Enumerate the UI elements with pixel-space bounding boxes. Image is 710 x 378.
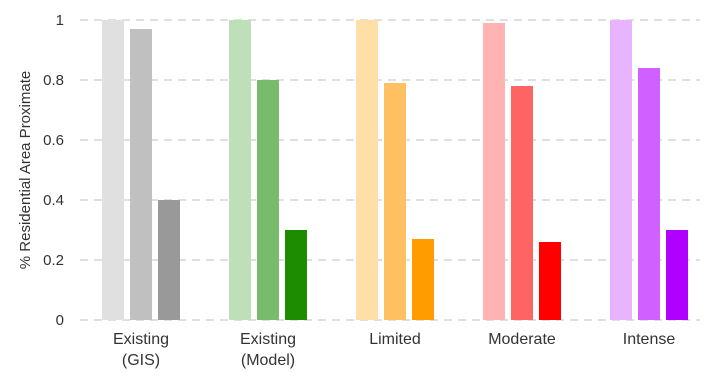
y-axis-label: % Residential Area Proximate — [17, 71, 34, 269]
bar — [158, 200, 180, 320]
x-tick-label: Existing — [240, 331, 296, 348]
bar — [356, 20, 378, 320]
bar — [511, 86, 533, 320]
y-tick-label: 0.6 — [43, 132, 64, 149]
y-tick-label: 0.2 — [43, 252, 64, 269]
bar — [412, 239, 434, 320]
bar — [229, 20, 251, 320]
x-axis-labels: Existing (GIS) Existing (Model) Limited Moder… — [113, 331, 675, 369]
bar — [130, 29, 152, 320]
bar — [666, 230, 688, 320]
bar — [257, 80, 279, 320]
x-tick-label: (GIS) — [122, 352, 160, 369]
y-tick-label: 0.8 — [43, 72, 64, 89]
x-tick-label: Existing — [113, 331, 169, 348]
x-tick-label: (Model) — [241, 352, 295, 369]
bar — [285, 230, 307, 320]
bar — [539, 242, 561, 320]
y-tick-label: 0.4 — [43, 192, 64, 209]
bars — [102, 20, 688, 320]
y-tick-label: 0 — [56, 312, 64, 329]
bar — [102, 20, 124, 320]
x-tick-label: Intense — [623, 331, 676, 348]
x-tick-label: Moderate — [488, 331, 556, 348]
bar — [384, 83, 406, 320]
y-axis-ticks: 0 0.2 0.4 0.6 0.8 1 — [43, 12, 64, 329]
bar — [483, 23, 505, 320]
bar — [610, 20, 632, 320]
bar — [638, 68, 660, 320]
x-tick-label: Limited — [369, 331, 421, 348]
y-tick-label: 1 — [56, 12, 64, 29]
